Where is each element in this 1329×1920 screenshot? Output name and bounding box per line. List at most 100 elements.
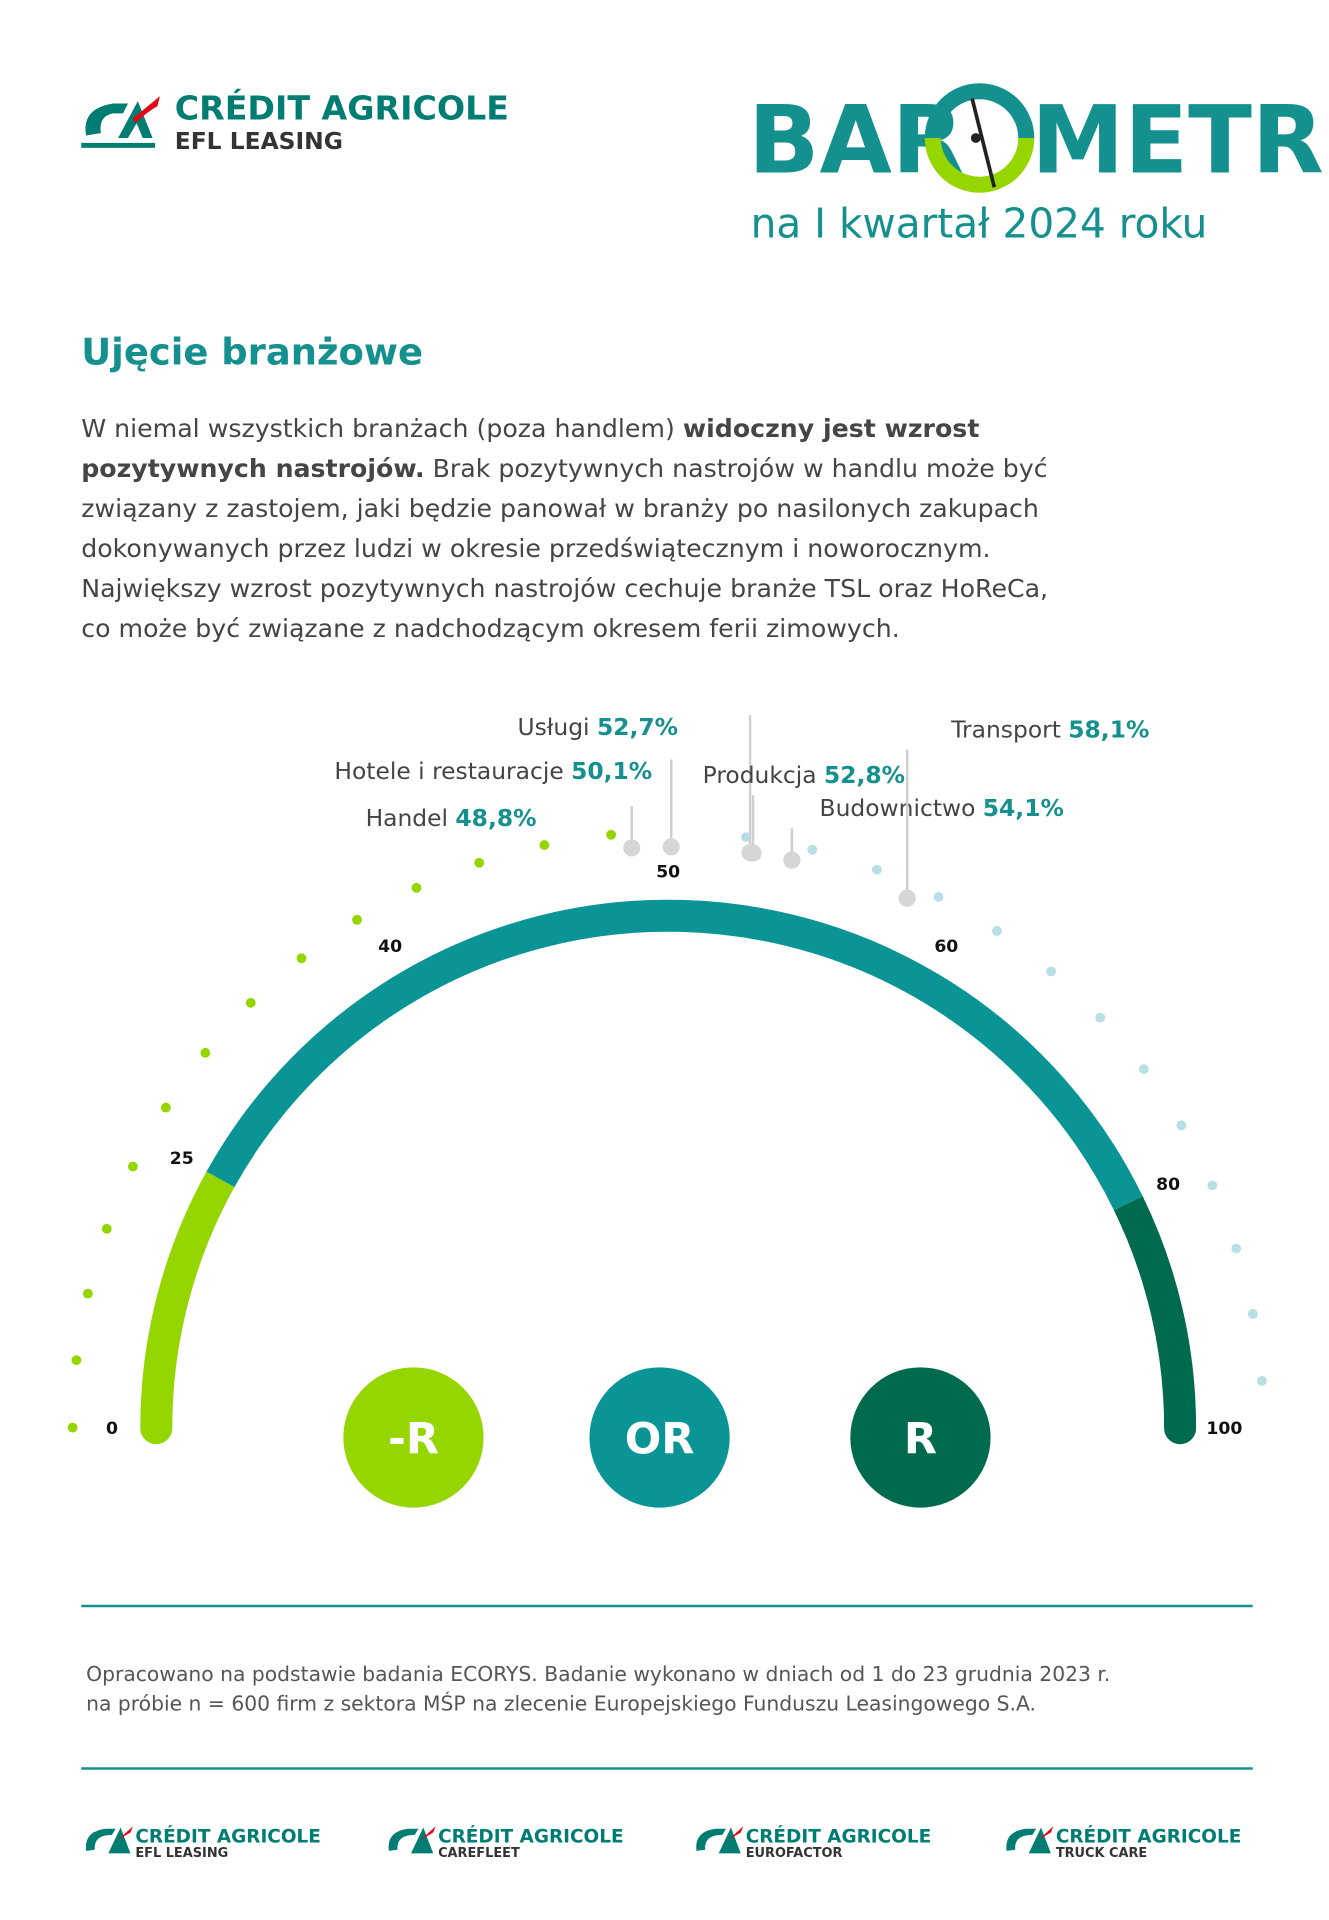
paragraph-line: Największy wzrost pozytywnych nastrojów … [81, 574, 1048, 603]
category-label: Usługi [517, 713, 589, 741]
zone-label: R [904, 1414, 937, 1464]
scale-dot [539, 840, 550, 850]
title-icon [924, 83, 1035, 193]
title: METR [1031, 86, 1324, 195]
scale-dot [127, 1161, 138, 1172]
data-point [662, 838, 680, 856]
scale-dot [82, 1288, 93, 1299]
scale-dot [245, 997, 256, 1008]
bold-text: pozytywnych nastrojów. [81, 454, 424, 483]
zone-arc [140, 1171, 235, 1428]
text: Brak pozytywnych nastrojów w handlu może… [425, 454, 1048, 483]
text: związany z zastojem, jaki będzie panował… [81, 494, 1039, 523]
paragraph-line: co może być związane z nadchodzącym okre… [81, 614, 900, 643]
section-title: Ujęcie branżowe [81, 330, 423, 373]
scale-dot [991, 926, 1002, 936]
text: Największy wzrost pozytywnych nastrojów … [81, 574, 1048, 603]
tick-label: 80 [1156, 1175, 1180, 1195]
category-label: Budownictwo [820, 794, 976, 822]
value-label: 52,8% [824, 761, 905, 789]
brand-sub: CAREFLEET [438, 1846, 520, 1861]
scale-dot [1138, 1064, 1149, 1075]
brand-sub: TRUCK CARE [1056, 1846, 1147, 1861]
scale-dot [71, 1355, 82, 1366]
scale-dot [606, 829, 617, 840]
paragraph-line: W niemal wszystkich branżach (poza handl… [81, 414, 979, 443]
data-point [623, 839, 641, 857]
scale-dot [1231, 1243, 1242, 1254]
zone-arc [1113, 1196, 1197, 1428]
brand-name: CRÉDIT AGRICOLE [438, 1825, 624, 1847]
paragraph-line: pozytywnych nastrojów. Brak pozytywnych … [81, 454, 1047, 483]
tick-label: 25 [170, 1149, 194, 1169]
scale-dot [352, 914, 362, 925]
point-label: Budownictwo 54,1% [820, 794, 1064, 822]
zone-arc [206, 899, 1143, 1211]
brand-name: CRÉDIT AGRICOLE [135, 1825, 321, 1847]
logo-name: CRÉDIT AGRICOLE [175, 88, 509, 128]
scale-dot [411, 882, 422, 893]
scale-dot [807, 844, 818, 855]
brand-accent [420, 1826, 436, 1840]
value-label: 54,1% [983, 794, 1064, 822]
brand-name: CRÉDIT AGRICOLE [1056, 1825, 1242, 1847]
paragraph-line: związany z zastojem, jaki będzie panował… [81, 494, 1039, 523]
scale-dot [1257, 1375, 1267, 1386]
tick-label: 60 [934, 937, 958, 957]
scale-dot [1207, 1180, 1218, 1191]
tick-label: 100 [1206, 1419, 1242, 1439]
tick-label: 50 [656, 863, 680, 883]
logo [81, 96, 160, 148]
scale-dot [296, 953, 307, 964]
scale-dot [1176, 1120, 1187, 1131]
scale-dot [160, 1102, 171, 1113]
logo-subname: EFL LEASING [175, 127, 343, 155]
scale-dot [67, 1422, 78, 1433]
zone-badge [850, 1367, 991, 1508]
arc-cap [1164, 1412, 1197, 1445]
category-label: Hotele i restauracje [334, 757, 563, 785]
data-point [783, 851, 801, 869]
scale-dot [741, 832, 751, 843]
scale-dot [1095, 1012, 1106, 1023]
brand-mark [85, 1827, 131, 1854]
point-label: Produkcja 52,8% [703, 761, 905, 789]
zone-badge [589, 1367, 730, 1508]
point-label: Hotele i restauracje 50,1% [334, 757, 652, 785]
value-label: 52,7% [597, 713, 678, 741]
brand-name: CRÉDIT AGRICOLE [746, 1825, 932, 1847]
point-label: Usługi 52,7% [517, 713, 678, 741]
scale-dot [200, 1047, 211, 1058]
scale-dot [1247, 1309, 1258, 1319]
scale-dot [474, 857, 485, 868]
brand-mark [696, 1827, 741, 1854]
data-point [744, 844, 762, 862]
category-label: Handel [366, 804, 448, 832]
text: dokonywanych przez ludzi w okresie przed… [81, 534, 990, 563]
paragraph-line: dokonywanych przez ludzi w okresie przed… [81, 534, 990, 563]
zone-label: -R [388, 1414, 439, 1464]
data-point [898, 889, 916, 907]
footer-note: Opracowano na podstawie badania ECORYS. … [86, 1662, 1110, 1716]
paragraph: W niemal wszystkich branżach (poza handl… [81, 414, 1048, 643]
tick-label: 0 [106, 1419, 118, 1439]
brand-sub: EUROFACTOR [746, 1846, 843, 1861]
text: co może być związane z nadchodzącym okre… [81, 614, 900, 643]
zone-badge [343, 1367, 484, 1508]
gauge-chart: 0 25 40 50 60 80 100 -R OR R Handel 48,8% Hotele i r… [67, 713, 1267, 1508]
zone-label: OR [625, 1414, 695, 1464]
point-label: Handel 48,8% [366, 804, 537, 832]
value-label: 48,8% [455, 804, 536, 832]
scale-dot [1046, 966, 1056, 977]
value-label: 58,1% [1068, 715, 1149, 743]
value-label: 50,1% [571, 757, 652, 785]
note-line: na próbie n = 600 firm z sektora MŚP na … [86, 1691, 1036, 1716]
brand-accent [118, 1826, 133, 1840]
note-line: Opracowano na podstawie badania ECORYS. … [86, 1662, 1110, 1686]
subtitle: na I kwartał 2024 roku [751, 200, 1208, 248]
brand-mark [388, 1827, 434, 1854]
scale-dot [933, 892, 944, 902]
text: W niemal wszystkich branżach (poza handl… [81, 414, 683, 443]
